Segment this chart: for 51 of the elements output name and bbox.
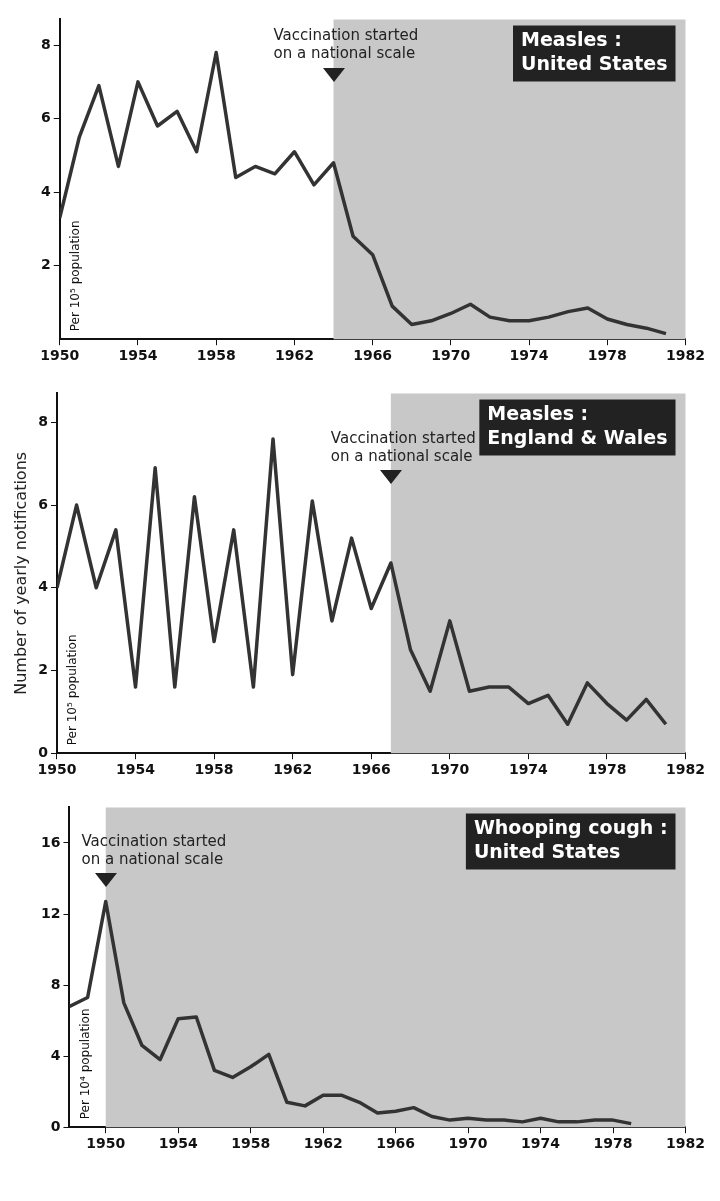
annotation: Vaccination started on a national scale bbox=[330, 428, 476, 465]
x-tick-label: 1962 bbox=[303, 1135, 343, 1152]
x-tick-label: 1962 bbox=[273, 761, 313, 778]
x-tick-label: 1982 bbox=[666, 761, 705, 778]
y-tick-label: 8 bbox=[38, 412, 48, 429]
x-tick-label: 1950 bbox=[86, 1135, 126, 1152]
y-tick-label: 2 bbox=[40, 256, 51, 273]
x-tick-label: 1978 bbox=[587, 761, 627, 778]
annotation: Per 10⁴ population bbox=[77, 1008, 92, 1120]
y-tick-label: 4 bbox=[38, 578, 49, 595]
y-tick-label: 6 bbox=[40, 109, 51, 126]
x-tick-label: 1978 bbox=[593, 1135, 633, 1152]
x-tick-label: 1978 bbox=[587, 347, 627, 364]
x-tick-label: 1958 bbox=[196, 347, 236, 364]
x-tick-label: 1970 bbox=[431, 347, 471, 364]
x-tick-label: 1954 bbox=[118, 347, 158, 364]
y-axis-title: Number of yearly notifications bbox=[10, 451, 30, 695]
x-tick-label: 1966 bbox=[353, 347, 393, 364]
annotation: Vaccination started on a national scale bbox=[81, 831, 227, 868]
x-tick-label: 1966 bbox=[351, 761, 391, 778]
x-tick-label: 1962 bbox=[274, 347, 314, 364]
y-tick-label: 2 bbox=[38, 661, 48, 678]
y-tick-label: 4 bbox=[50, 1046, 61, 1063]
x-tick-label: 1966 bbox=[376, 1135, 416, 1152]
x-tick-label: 1958 bbox=[194, 761, 234, 778]
x-tick-label: 1950 bbox=[40, 347, 80, 364]
y-tick-label: 0 bbox=[50, 1117, 61, 1134]
annotation: Per 10⁵ population bbox=[67, 220, 82, 332]
y-tick-label: 0 bbox=[38, 743, 49, 760]
x-tick-label: 1954 bbox=[116, 761, 156, 778]
x-tick-label: 1974 bbox=[521, 1135, 561, 1152]
x-tick-label: 1970 bbox=[448, 1135, 488, 1152]
x-tick-label: 1982 bbox=[666, 347, 705, 364]
annotation: Per 10⁵ population bbox=[65, 634, 80, 746]
x-tick-label: 1974 bbox=[508, 761, 549, 778]
x-tick-label: 1950 bbox=[37, 761, 77, 778]
y-tick-label: 8 bbox=[40, 35, 51, 52]
y-tick-label: 4 bbox=[40, 182, 51, 199]
y-tick-label: 12 bbox=[41, 904, 61, 921]
x-tick-label: 1958 bbox=[231, 1135, 271, 1152]
y-tick-label: 16 bbox=[41, 833, 61, 850]
y-tick-label: 6 bbox=[38, 495, 48, 512]
text: Measles : England & Wales bbox=[487, 401, 668, 448]
x-tick-label: 1982 bbox=[666, 1135, 705, 1152]
x-tick-label: 1970 bbox=[430, 761, 470, 778]
x-tick-label: 1954 bbox=[158, 1135, 198, 1152]
annotation: Vaccination started on a national scale bbox=[273, 26, 419, 63]
text: Whooping cough : United States bbox=[473, 815, 668, 862]
y-tick-label: 8 bbox=[50, 975, 61, 992]
text: Measles : United States bbox=[521, 27, 668, 74]
x-tick-label: 1974 bbox=[509, 347, 549, 364]
